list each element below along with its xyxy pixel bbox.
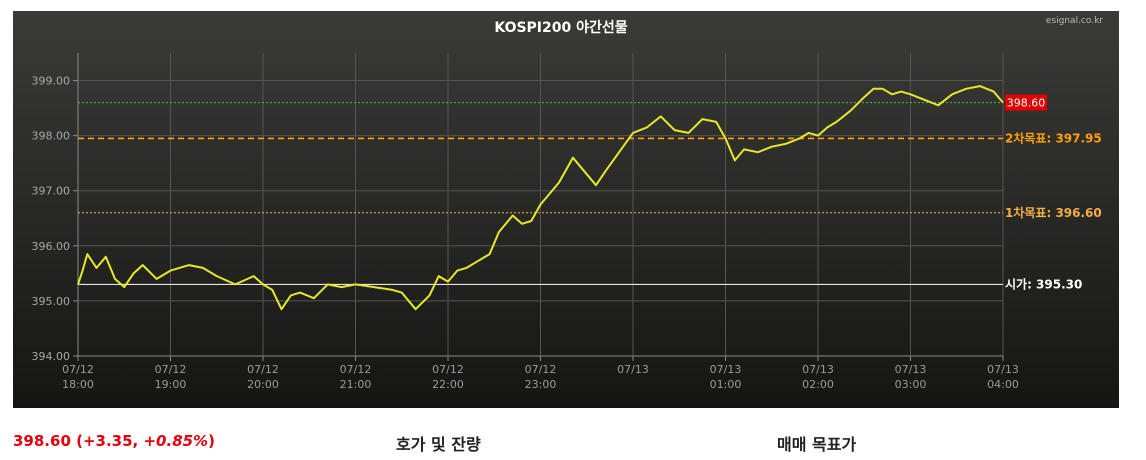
y-tick-label: 398.00 [32, 130, 71, 143]
x-tick-date: 07/13 [987, 363, 1019, 376]
x-tick-date: 07/12 [62, 363, 94, 376]
last-value-tag-box [1005, 94, 1047, 111]
x-tick-date: 07/12 [432, 363, 464, 376]
x-tick-date: 07/13 [802, 363, 834, 376]
source-label: esignal.co.kr [1046, 16, 1103, 26]
x-tick-time: 19:00 [155, 378, 187, 391]
x-tick-time: 01:00 [710, 378, 742, 391]
order-book-tab[interactable]: 호가 및 잔량 [396, 435, 481, 454]
reference-lines: 2차목표: 397.95 1차목표: 396.60 시가: 395.30 [78, 102, 1102, 291]
y-tick-label: 397.00 [32, 185, 71, 198]
x-axis-ticks: 07/12 18:00 07/12 19:00 07/12 20:00 07/12 21:00… [62, 363, 1019, 391]
target-price-tab[interactable]: 매매 목표가 [777, 435, 857, 454]
last-price: 398.60 [13, 432, 71, 450]
x-tick-date: 07/13 [710, 363, 742, 376]
x-tick-time: 18:00 [62, 378, 94, 391]
y-tick-label: 395.00 [32, 295, 71, 308]
y-tick-label: 394.00 [32, 350, 71, 363]
chart-canvas: KOSPI200 야간선물 esignal.co.kr 394.00 395.00… [32, 16, 1104, 391]
x-tick-time: 21:00 [340, 378, 372, 391]
grid [73, 53, 1004, 361]
price-change-close: ) [208, 432, 215, 450]
chart-panel: KOSPI200 야간선물 esignal.co.kr 394.00 395.00… [13, 11, 1119, 408]
x-tick-time: 04:00 [987, 378, 1019, 391]
y-axis-ticks: 394.00 395.00 396.00 397.00 398.00 399.00 [32, 75, 71, 363]
price-change: (+3.35, [76, 432, 144, 450]
x-tick-time: 20:00 [247, 378, 279, 391]
x-tick-time: 03:00 [895, 378, 927, 391]
x-tick-time: 02:00 [802, 378, 834, 391]
x-tick-date: 07/13 [617, 363, 649, 376]
reference-label: 시가: 395.30 [1005, 276, 1082, 291]
chart-title: KOSPI200 야간선물 [494, 19, 627, 36]
y-tick-label: 396.00 [32, 240, 71, 253]
last-value-tag-text: 398.60 [1007, 97, 1046, 110]
x-tick-date: 07/12 [247, 363, 279, 376]
price-change-percent: +0.85% [143, 432, 209, 450]
price-series [77, 85, 1004, 311]
x-tick-date: 07/12 [340, 363, 372, 376]
last-quote: 398.60 (+3.35, +0.85%) [13, 432, 215, 450]
reference-label: 1차목표: 396.60 [1005, 205, 1102, 220]
x-tick-date: 07/13 [895, 363, 927, 376]
x-tick-date: 07/12 [525, 363, 557, 376]
series-line [77, 85, 1004, 311]
y-tick-label: 399.00 [32, 75, 71, 88]
x-tick-time: 22:00 [432, 378, 464, 391]
reference-label: 2차목표: 397.95 [1005, 130, 1102, 145]
x-tick-time: 23:00 [525, 378, 557, 391]
last-value-tag: 398.60 [1005, 94, 1047, 111]
bottom-bar: 398.60 (+3.35, +0.85%) 호가 및 잔량 매매 목표가 [0, 420, 1146, 460]
x-tick-date: 07/12 [155, 363, 187, 376]
